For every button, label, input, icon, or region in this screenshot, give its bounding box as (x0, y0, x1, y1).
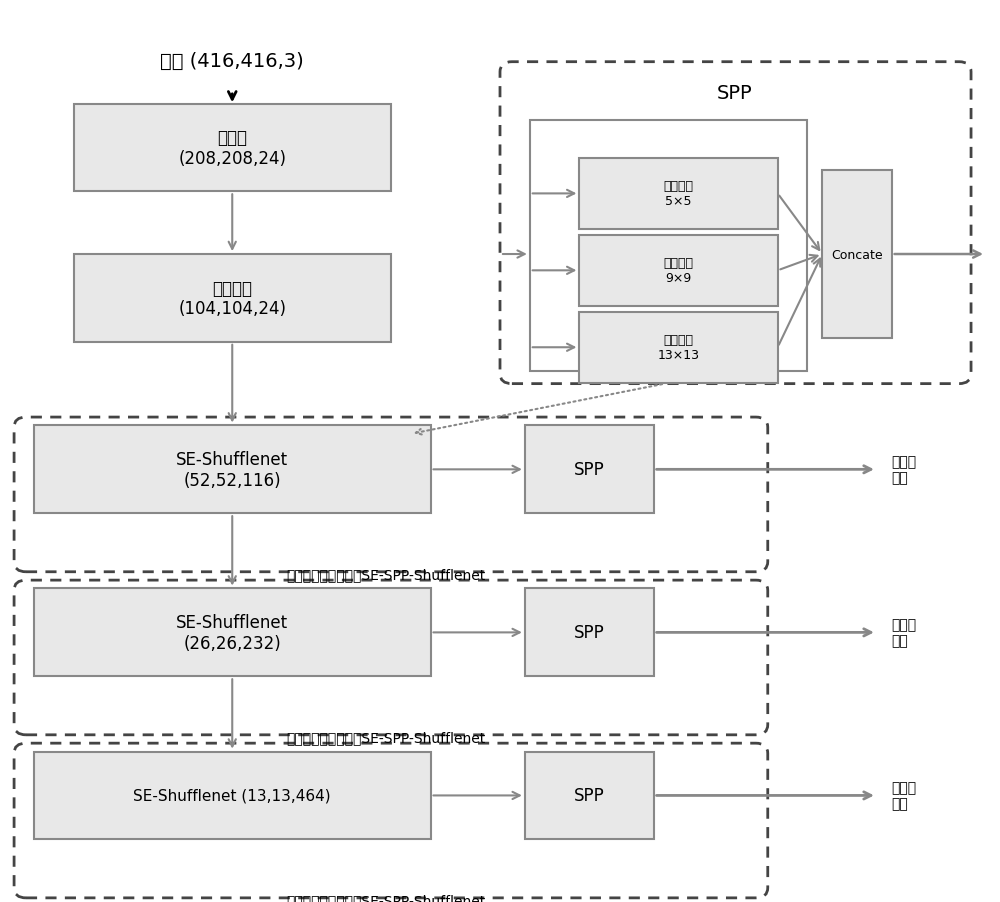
Text: 小尺度特征提取单元SE-SPP-Shufflenet: 小尺度特征提取单元SE-SPP-Shufflenet (286, 567, 486, 581)
Text: SPP: SPP (574, 623, 605, 641)
Text: Concate: Concate (831, 248, 883, 262)
Text: SE-Shufflenet (13,13,464): SE-Shufflenet (13,13,464) (133, 788, 331, 803)
Text: SE-Shufflenet
(52,52,116): SE-Shufflenet (52,52,116) (176, 450, 288, 489)
Text: 卷积层
(208,208,24): 卷积层 (208,208,24) (178, 129, 286, 168)
Text: SE-Shufflenet
(26,26,232): SE-Shufflenet (26,26,232) (176, 613, 288, 652)
Text: 最大池化
5×5: 最大池化 5×5 (664, 180, 694, 208)
Bar (822, 171, 892, 338)
Text: 中尺度
特征: 中尺度 特征 (892, 618, 917, 648)
Bar (579, 159, 778, 230)
Bar (74, 105, 391, 192)
Bar (579, 312, 778, 383)
Text: 大尺度特征提取单元SE-SPP-Shufflenet: 大尺度特征提取单元SE-SPP-Shufflenet (286, 893, 486, 902)
Bar (34, 426, 431, 513)
Bar (74, 254, 391, 343)
Text: SPP: SPP (574, 461, 605, 479)
Text: 最大池化
9×9: 最大池化 9×9 (664, 257, 694, 285)
Text: 最大池化
13×13: 最大池化 13×13 (658, 334, 700, 362)
Bar (530, 121, 807, 372)
Bar (579, 235, 778, 307)
Bar (525, 426, 654, 513)
Bar (34, 751, 431, 840)
Text: 小尺度
特征: 小尺度 特征 (892, 455, 917, 485)
Bar (34, 589, 431, 676)
Text: 中尺度特征提取单元SE-SPP-Shufflenet: 中尺度特征提取单元SE-SPP-Shufflenet (286, 730, 486, 744)
Text: 最大池化
(104,104,24): 最大池化 (104,104,24) (178, 280, 286, 318)
Text: 输入 (416,416,3): 输入 (416,416,3) (160, 52, 304, 71)
Text: SPP: SPP (717, 84, 753, 103)
Text: 大尺度
特征: 大尺度 特征 (892, 780, 917, 811)
Bar (525, 589, 654, 676)
Bar (525, 751, 654, 840)
Text: SPP: SPP (574, 787, 605, 805)
